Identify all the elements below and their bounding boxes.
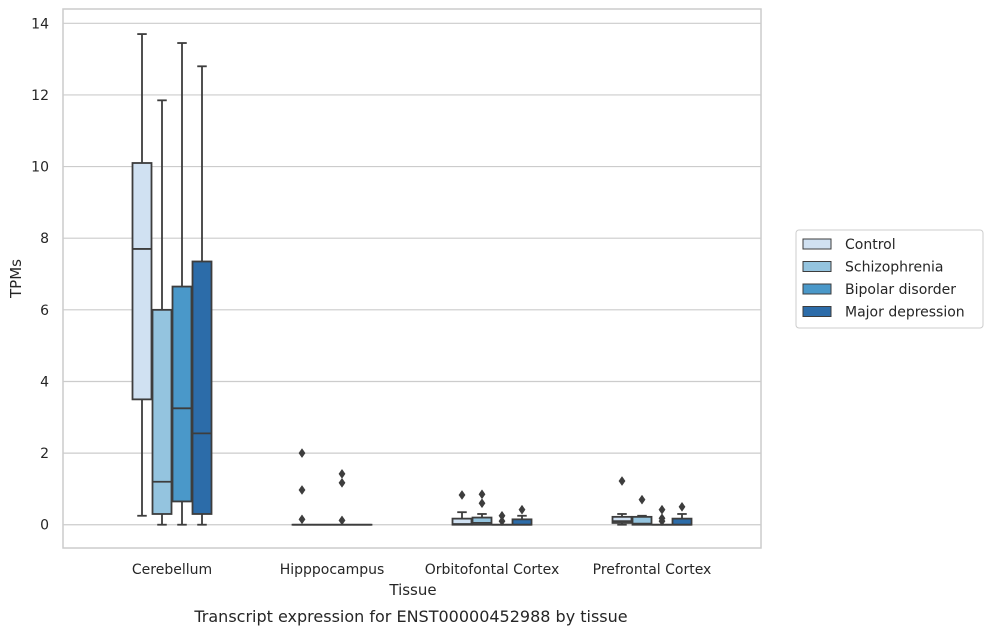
outlier-point (498, 516, 506, 527)
legend-swatch (802, 238, 832, 250)
legend: Control Schizophrenia Bipolar disorder Majo… (795, 229, 984, 329)
outlier-point (658, 504, 666, 515)
legend-label: Schizophrenia (845, 260, 943, 276)
legend-swatch (802, 283, 832, 295)
y-tick-label: 6 (40, 303, 49, 319)
box (191, 260, 213, 515)
outlier-point (498, 510, 506, 521)
x-tick-label: Cerebellum (132, 562, 212, 578)
outlier-point (638, 494, 646, 505)
x-tick-label: Orbitofontal Cortex (425, 562, 560, 578)
outlier-point (338, 515, 346, 526)
y-tick-label: 2 (40, 446, 49, 462)
outlier-point (298, 448, 306, 459)
legend-label: Major depression (845, 305, 965, 321)
y-axis-title: TPMs (7, 259, 25, 299)
y-tick-label: 0 (40, 518, 49, 534)
box-plots (131, 33, 693, 527)
y-tick-label: 12 (31, 88, 49, 104)
y-tick-label: 14 (31, 16, 49, 32)
outlier-point (658, 513, 666, 524)
legend-swatch (802, 306, 832, 317)
box (671, 517, 693, 526)
outlier-point (478, 489, 486, 500)
legend-label: Bipolar disorder (845, 282, 956, 298)
y-axis-ticks: 0 2 4 6 8 10 12 14 (31, 16, 49, 533)
legend-label: Control (845, 237, 896, 253)
x-axis-title: Tissue (388, 581, 436, 599)
y-tick-label: 8 (40, 231, 49, 247)
outlier-point (298, 514, 306, 525)
plot-frame (62, 8, 762, 549)
outlier-point (518, 504, 526, 515)
y-tick-label: 4 (40, 374, 49, 390)
box (131, 162, 153, 401)
x-axis-ticks: Cerebellum Hipppocampus Orbitofontal Corte… (132, 562, 711, 578)
box (151, 308, 173, 515)
legend-frame (795, 229, 984, 329)
box (631, 515, 653, 526)
outlier-point (338, 477, 346, 488)
box (611, 515, 633, 524)
outlier-point (478, 498, 486, 509)
x-tick-label: Prefrontal Cortex (593, 562, 712, 578)
x-tick-label: Hipppocampus (280, 562, 385, 578)
outlier-point (338, 468, 346, 479)
legend-swatch (802, 261, 832, 272)
outlier-point (678, 501, 686, 512)
y-tick-label: 10 (31, 160, 49, 176)
chart-caption: Transcript expression for ENST0000045298… (193, 607, 627, 626)
outlier-point (298, 485, 306, 495)
box (171, 285, 193, 503)
outlier-point (618, 476, 626, 486)
outlier-point (458, 490, 466, 500)
box (471, 516, 493, 526)
